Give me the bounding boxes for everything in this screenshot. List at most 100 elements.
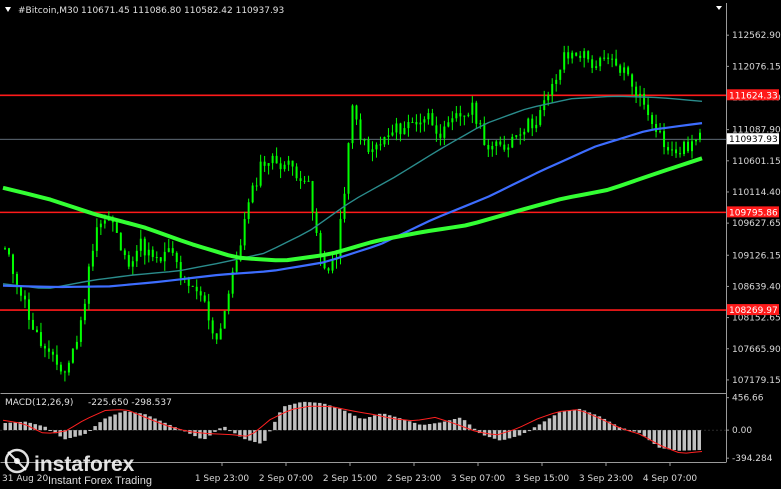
ma-fast-line <box>2 95 703 289</box>
macd-bar <box>278 412 282 431</box>
candle-body <box>635 86 638 98</box>
macd-bar <box>637 430 642 433</box>
candle-body <box>603 57 606 59</box>
candle-body <box>407 122 410 129</box>
candle-body <box>127 255 130 267</box>
time-tick-label: 2 Sep 15:00 <box>323 474 378 484</box>
candle-body <box>687 141 690 152</box>
macd-bar <box>547 418 552 431</box>
macd-bar <box>552 415 557 431</box>
candle-body <box>679 153 682 155</box>
candle-body <box>479 123 482 125</box>
macd-bar <box>123 411 127 431</box>
candle-body <box>555 79 558 84</box>
candle-body <box>583 51 586 58</box>
macd-bar <box>13 422 17 431</box>
candle-body <box>339 218 342 259</box>
candle-body <box>243 219 246 246</box>
triangle-down-icon[interactable] <box>5 7 11 12</box>
level-label-bg <box>727 206 779 218</box>
macd-bar <box>607 421 612 431</box>
macd-bar <box>288 404 292 431</box>
ma-slow-line <box>2 156 703 263</box>
candle-body <box>11 254 14 274</box>
candle-body <box>623 67 626 73</box>
macd-bar <box>43 426 47 431</box>
macd-bar <box>577 408 582 431</box>
candle-body <box>355 105 358 120</box>
candle-body <box>371 149 374 153</box>
candle-body <box>19 287 22 296</box>
macd-bar <box>118 412 122 431</box>
candle-body <box>135 250 138 262</box>
macd-bar <box>158 420 162 431</box>
macd-bar <box>173 427 177 431</box>
candle-body <box>155 257 158 259</box>
macd-bar <box>228 430 232 432</box>
candle-body <box>387 135 390 138</box>
candle-body <box>607 57 610 59</box>
corner-arrow-icon[interactable] <box>716 6 722 10</box>
candle-body <box>511 136 514 148</box>
macd-bar <box>397 418 402 431</box>
macd-bar <box>377 413 382 431</box>
candle-body <box>23 295 26 300</box>
macd-bar <box>652 430 657 444</box>
macd-bar <box>308 402 312 431</box>
macd-bar <box>422 424 427 431</box>
macd-bar <box>268 430 272 432</box>
macd-tick-label: 456.66 <box>732 394 764 404</box>
candle-body <box>655 123 658 132</box>
candle-body <box>519 134 522 136</box>
candle-body <box>379 144 382 146</box>
macd-bar <box>687 430 692 451</box>
candle-body <box>491 146 494 150</box>
macd-pane: 456.66 0.00 -394.284 <box>0 394 773 464</box>
candle-body <box>535 124 538 129</box>
candle-body <box>175 252 178 263</box>
macd-bar <box>168 424 172 431</box>
candle-body <box>315 212 318 233</box>
candle-body <box>419 122 422 125</box>
candle-body <box>547 95 550 101</box>
macd-bar <box>208 430 212 436</box>
macd-bar <box>293 403 297 431</box>
macd-bar <box>23 421 27 431</box>
macd-bar <box>203 430 207 440</box>
macd-bar <box>432 423 437 431</box>
candle-body <box>411 122 414 124</box>
price-tick-label: 109627.65 <box>732 219 781 229</box>
candle-body <box>39 332 42 346</box>
candle-body <box>403 128 406 135</box>
macd-bar <box>472 428 477 431</box>
candle-body <box>523 131 526 135</box>
candle-body <box>219 328 222 340</box>
candle-body <box>187 279 190 286</box>
candle-body <box>195 286 198 292</box>
macd-tick-label: -394.284 <box>732 454 773 464</box>
candle-body <box>383 137 386 145</box>
macd-bar <box>73 430 77 437</box>
candle-body <box>27 299 30 320</box>
candle-body <box>283 164 286 170</box>
candle-body <box>215 333 218 340</box>
candle-body <box>619 65 622 73</box>
macd-bar <box>243 430 247 440</box>
macd-bar <box>372 415 377 431</box>
macd-bar <box>283 406 287 431</box>
time-tick-label: 3 Sep 15:00 <box>515 474 570 484</box>
candle-body <box>663 131 666 148</box>
candle-body <box>259 161 262 186</box>
macd-bar <box>233 430 237 434</box>
candle-body <box>471 102 474 115</box>
candle-body <box>59 364 62 372</box>
candle-body <box>347 143 350 194</box>
price-tick-label: 108152.65 <box>732 314 781 324</box>
macd-bar <box>353 415 357 431</box>
macd-bar <box>357 418 362 431</box>
candle-body <box>223 310 226 329</box>
macd-bar <box>263 430 267 441</box>
macd-bar <box>412 422 417 431</box>
price-tick-label: 112076.15 <box>732 62 781 72</box>
